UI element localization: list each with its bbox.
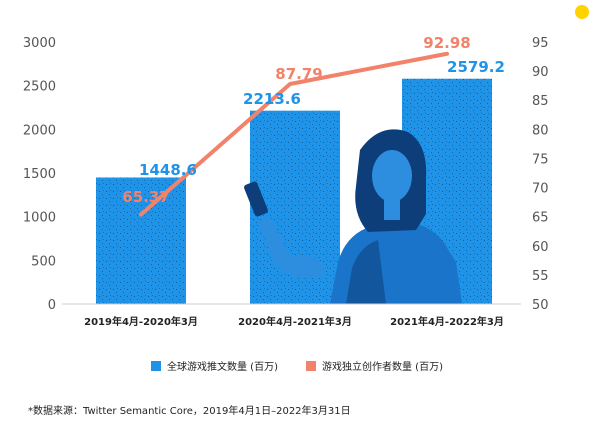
- phone-icon: [244, 181, 268, 217]
- legend: 全球游戏推文数量 (百万) 游戏独立创作者数量 (百万): [151, 360, 443, 373]
- y-left-tick-label: 1000: [23, 211, 56, 226]
- y-right-tick-label: 70: [532, 182, 549, 197]
- line-path: [139, 51, 449, 217]
- y-right-tick-label: 55: [532, 269, 549, 284]
- line-data-label: 92.98: [423, 34, 470, 52]
- woman-photo-illustration: [244, 129, 462, 304]
- y-right-tick-label: 85: [532, 94, 549, 109]
- y-right-tick-label: 95: [532, 36, 549, 51]
- neck-shape: [384, 198, 400, 220]
- y-left-tick-label: 2000: [23, 123, 56, 138]
- face-shape: [372, 150, 412, 202]
- category-label: 2021年4月-2022年3月: [390, 315, 504, 328]
- footnote: *数据来源：Twitter Semantic Core，2019年4月1日–20…: [28, 404, 351, 417]
- y-left-tick-label: 1500: [23, 167, 56, 182]
- bar-data-label: 1448.6: [139, 161, 197, 179]
- y-left-tick-label: 3000: [23, 36, 56, 51]
- line-series: [139, 51, 449, 217]
- bar-data-label: 2213.6: [243, 90, 301, 108]
- line-data-label: 65.37: [122, 188, 169, 206]
- y-right-tick-label: 50: [532, 298, 549, 313]
- legend-line-label: 游戏独立创作者数量 (百万): [322, 360, 443, 373]
- y-left-tick-label: 500: [31, 254, 56, 269]
- y-right-tick-label: 60: [532, 240, 549, 255]
- category-labels: 2019年4月-2020年3月 2020年4月-2021年3月 2021年4月-20…: [84, 315, 504, 328]
- bar-data-label: 2579.2: [447, 58, 505, 76]
- legend-bar-swatch: [151, 361, 161, 371]
- category-label: 2020年4月-2021年3月: [238, 315, 352, 328]
- legend-bar-label: 全球游戏推文数量 (百万): [167, 360, 278, 373]
- hand-shape: [258, 217, 325, 278]
- line-data-labels: 65.37 87.79 92.98: [122, 34, 470, 206]
- y-right-tick-label: 65: [532, 211, 549, 226]
- y-left-tick-label: 0: [48, 298, 56, 313]
- line-data-label: 87.79: [275, 65, 322, 83]
- bar-data-labels: 1448.6 2213.6 2579.2: [139, 58, 505, 179]
- category-label: 2019年4月-2020年3月: [84, 315, 198, 328]
- y-left-tick-label: 2500: [23, 80, 56, 95]
- accent-dot-icon: [575, 5, 589, 19]
- y-right-tick-label: 80: [532, 123, 549, 138]
- bar-texture: [96, 177, 186, 304]
- coat-shadow: [346, 240, 386, 304]
- left-axis: 0 500 1000 1500 2000 2500 3000: [23, 36, 56, 313]
- y-right-tick-label: 90: [532, 65, 549, 80]
- right-axis: 50 55 60 65 70 75 80 85 90 95: [532, 36, 549, 313]
- y-right-tick-label: 75: [532, 152, 549, 167]
- legend-line-swatch: [306, 361, 316, 371]
